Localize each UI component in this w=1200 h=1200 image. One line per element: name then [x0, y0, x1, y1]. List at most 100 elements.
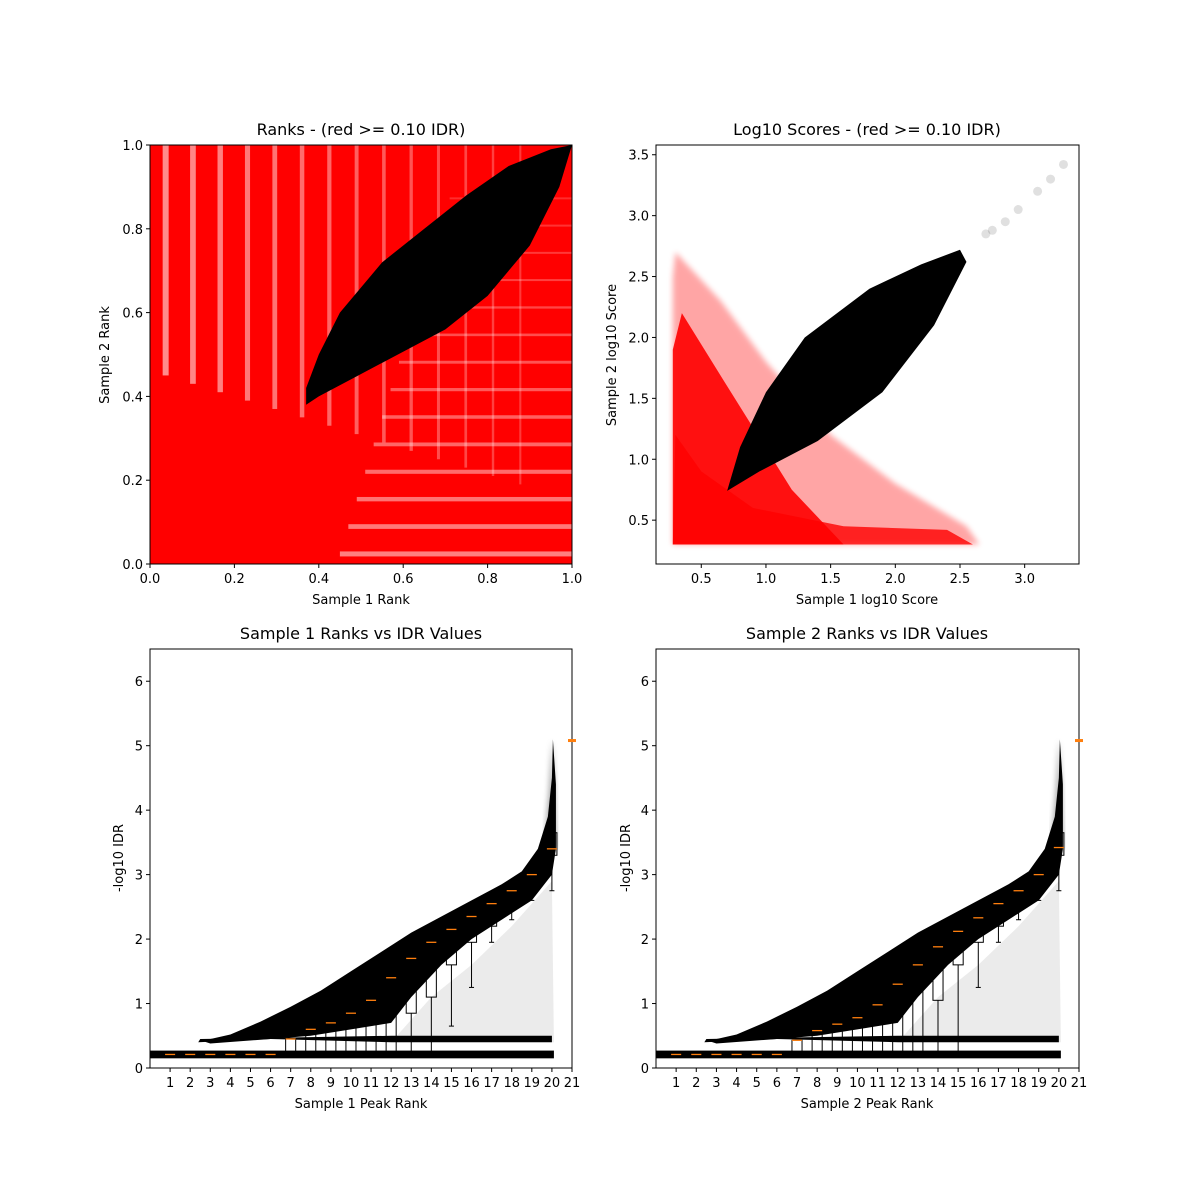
y-axis-label: Sample 2 log10 Score — [605, 284, 620, 426]
boxplot-11 — [365, 999, 377, 1055]
y-tick-label: 0.8 — [122, 223, 143, 238]
x-tick-label: 8 — [813, 1076, 821, 1091]
score-point — [1033, 186, 1043, 196]
score-point — [981, 229, 991, 239]
boxplot-7 — [285, 1038, 297, 1055]
y-tick-label: 1.5 — [628, 392, 649, 407]
x-tick-label: 20 — [1051, 1076, 1068, 1091]
y-tick-label: 0 — [135, 1062, 143, 1077]
boxplot-12 — [892, 983, 904, 1055]
idr-scatter-cloud — [150, 739, 557, 1059]
rank-gap-column — [217, 145, 223, 393]
score-point — [1046, 174, 1056, 184]
boxplot-18 — [1013, 890, 1025, 921]
rank-gap-row — [339, 551, 572, 557]
score-point — [1013, 205, 1023, 215]
idr-low-band — [704, 1035, 1059, 1043]
boxplot-20 — [546, 832, 558, 892]
idr-dense-region — [708, 739, 1063, 1044]
idr-sparse-region — [391, 881, 554, 1043]
y-tick-label: 0.6 — [122, 307, 143, 322]
x-tick-label: 0.4 — [308, 572, 329, 587]
x-tick-label: 20 — [544, 1076, 561, 1091]
x-tick-label: 10 — [849, 1076, 866, 1091]
x-tick-label: 1.0 — [562, 572, 583, 587]
y-tick-label: 2.0 — [628, 331, 649, 346]
boxplot-9 — [831, 1023, 843, 1055]
y-tick-label: 3 — [135, 869, 143, 884]
plot-area — [150, 739, 557, 1059]
rank-gap-column — [519, 145, 522, 485]
x-tick-label: 6 — [266, 1076, 274, 1091]
idr-low-band — [198, 1035, 552, 1043]
boxplot-8 — [305, 1028, 317, 1055]
boxplot-13 — [405, 957, 417, 1055]
red-points-region — [672, 434, 973, 545]
y-axis-label: -log10 IDR — [112, 824, 127, 892]
y-axis-label: Sample 2 Rank — [98, 306, 113, 404]
x-tick-label: 4 — [226, 1076, 234, 1091]
x-tick-label: 12 — [383, 1076, 400, 1091]
y-tick-label: 4 — [135, 804, 143, 819]
x-tick-label: 14 — [930, 1076, 947, 1091]
x-tick-label: 18 — [1010, 1076, 1027, 1091]
rank-gap-column — [299, 145, 305, 418]
y-tick-label: 0.2 — [122, 474, 143, 489]
black-points-region — [306, 145, 572, 405]
boxplot-7 — [791, 1039, 803, 1055]
x-tick-label: 7 — [793, 1076, 801, 1091]
x-tick-label: 6 — [773, 1076, 781, 1091]
x-tick-label: 1.0 — [756, 572, 777, 587]
idr-spike-halo — [543, 739, 557, 849]
x-tick-label: 2.5 — [950, 572, 971, 587]
plot-area — [656, 739, 1064, 1059]
x-tick-label: 9 — [833, 1076, 841, 1091]
x-tick-label: 11 — [869, 1076, 886, 1091]
rank-gap-column — [162, 145, 169, 376]
y-axis-label: -log10 IDR — [619, 824, 634, 892]
y-tick-label: 0.5 — [628, 514, 649, 529]
boxplots — [671, 832, 1065, 1056]
plot-area — [672, 159, 1068, 545]
boxplots — [165, 832, 558, 1056]
x-axis-label: Sample 1 log10 Score — [796, 593, 938, 608]
x-tick-label: 13 — [403, 1076, 420, 1091]
x-tick-label: 5 — [753, 1076, 761, 1091]
panel-ranks: Ranks - (red >= 0.10 IDR) 0.0 0.2 0.4 0.6 0.… — [98, 120, 583, 608]
black-points-region — [727, 249, 967, 491]
rank-gap-row — [415, 306, 572, 309]
x-tick-label: 12 — [889, 1076, 906, 1091]
rank-gap-row — [356, 496, 572, 502]
boxplot-8 — [811, 1029, 823, 1055]
boxplot-17 — [992, 902, 1004, 943]
rank-gap-column — [327, 145, 332, 426]
x-tick-label: 0.0 — [140, 572, 161, 587]
boxplot-9 — [325, 1022, 337, 1055]
x-tick-label: 4 — [732, 1076, 740, 1091]
boxplot-10 — [345, 1012, 357, 1055]
x-tick-label: 1.5 — [820, 572, 841, 587]
axes-frame — [655, 648, 1080, 1069]
boxplot-13 — [912, 964, 924, 1055]
x-tick-label: 13 — [910, 1076, 927, 1091]
boxplot-18 — [506, 890, 518, 921]
x-tick-label: 18 — [503, 1076, 520, 1091]
x-tick-label: 0.6 — [393, 572, 414, 587]
y-tick-label: 3 — [641, 869, 649, 884]
x-tick-label: 19 — [524, 1076, 541, 1091]
y-tick-label: 0 — [641, 1062, 649, 1077]
x-tick-label: 7 — [287, 1076, 295, 1091]
x-tick-label: 8 — [307, 1076, 315, 1091]
rank-gap-row — [373, 442, 572, 447]
x-tick-label: 2 — [692, 1076, 700, 1091]
tick-group: 0.5 1.0 1.5 2.0 2.5 3.0 0.5 1.0 1.5 2.0 2.5 3.0 3.5 — [628, 149, 1035, 587]
y-tick-label: 2 — [135, 933, 143, 948]
x-tick-label: 5 — [246, 1076, 254, 1091]
boxplot-19 — [526, 873, 538, 901]
rank-gap-row — [398, 360, 572, 364]
y-tick-label: 4 — [641, 804, 649, 819]
x-tick-label: 15 — [443, 1076, 460, 1091]
x-tick-label: 2 — [186, 1076, 194, 1091]
boxplot-19 — [1033, 873, 1045, 901]
